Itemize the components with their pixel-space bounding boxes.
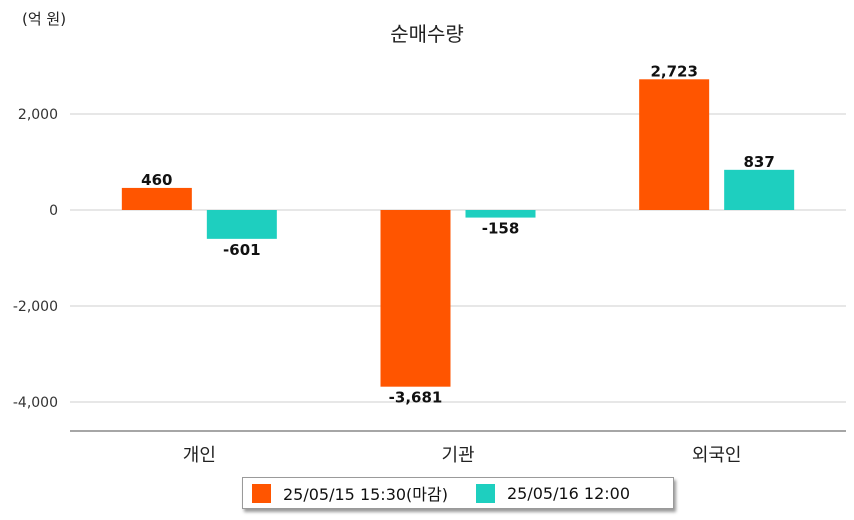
unit-label: (억 원) (22, 10, 67, 28)
bar-chart: 2,000 0 -2,000 -4,000 460 -601 개인 -3,681 -158 기관 2… (13, 62, 846, 466)
legend-swatch-series-1 (252, 483, 271, 503)
bar (206, 210, 277, 239)
x-tick-label: 개인 (183, 445, 216, 466)
bar (465, 210, 536, 218)
legend-swatch-series-2 (475, 483, 495, 503)
bar (724, 169, 795, 210)
bar (121, 187, 192, 210)
legend-label-series-2: 25/05/16 12:00 (506, 483, 631, 503)
bar (380, 210, 451, 387)
legend-item-series-1[interactable]: 25/05/15 15:30(마감) (252, 481, 448, 505)
legend-label-series-1: 25/05/15 15:30(마감) (283, 485, 448, 504)
data-label: -158 (482, 220, 520, 238)
y-tick-label: -4,000 (13, 395, 58, 411)
legend: 25/05/15 15:30(마감) 25/05/16 12:00 (242, 477, 674, 509)
x-tick-label: 외국인 (692, 445, 742, 466)
y-tick-label: -2,000 (13, 299, 58, 315)
data-label: 837 (744, 153, 775, 171)
data-label: 460 (141, 171, 172, 189)
y-tick-label: 2,000 (18, 107, 58, 123)
x-tick-label: 기관 (441, 445, 474, 466)
bar (639, 79, 710, 211)
data-label: 2,723 (650, 62, 697, 80)
chart-title: 순매수량 (390, 22, 464, 46)
legend-item-series-2[interactable]: 25/05/16 12:00 (475, 483, 631, 503)
data-label: -601 (223, 241, 261, 259)
y-tick-label: 0 (49, 203, 58, 219)
data-label: -3,681 (389, 389, 443, 407)
